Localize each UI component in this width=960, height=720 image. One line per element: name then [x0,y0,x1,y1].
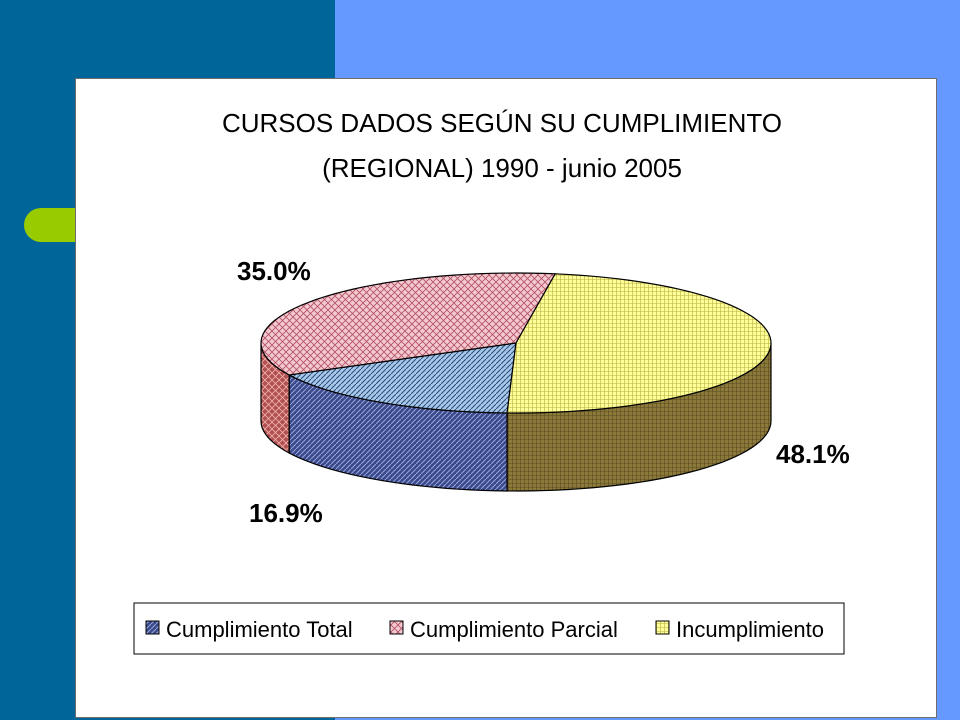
pie-slice-cumplimiento-total [287,342,517,414]
chart-title-line-2: (REGIONAL) 1990 - junio 2005 [322,153,682,183]
legend-swatch-cumplimiento-total [145,620,160,635]
pie-slice-incumplimiento [506,273,772,414]
legend-label-cumplimiento-total: Cumplimiento Total [166,617,353,642]
pie-chart-svg: CURSOS DADOS SEGÚN SU CUMPLIMIENTO (REGI… [133,108,850,655]
legend-box [133,602,845,655]
chart-frame: CURSOS DADOS SEGÚN SU CUMPLIMIENTO (REGI… [75,78,937,718]
slice-label-cumplimiento-parcial: 35.0% [237,256,311,286]
slice-label-incumplimiento: 48.1% [776,439,850,469]
pie-slice-cumplimiento-parcial [260,272,557,376]
legend-label-incumplimiento: Incumplimiento [676,617,824,642]
legend-swatch-cumplimiento-parcial [389,620,404,635]
pie-group [260,272,772,492]
legend-swatch-incumplimiento [655,620,670,635]
chart-title: CURSOS DADOS SEGÚN SU CUMPLIMIENTO (REGI… [222,108,782,183]
legend: Cumplimiento Total Cumplimiento Parcial … [133,602,845,655]
slice-label-cumplimiento-total: 16.9% [249,498,323,528]
chart-title-line-1: CURSOS DADOS SEGÚN SU CUMPLIMIENTO [222,108,782,138]
legend-label-cumplimiento-parcial: Cumplimiento Parcial [410,617,618,642]
